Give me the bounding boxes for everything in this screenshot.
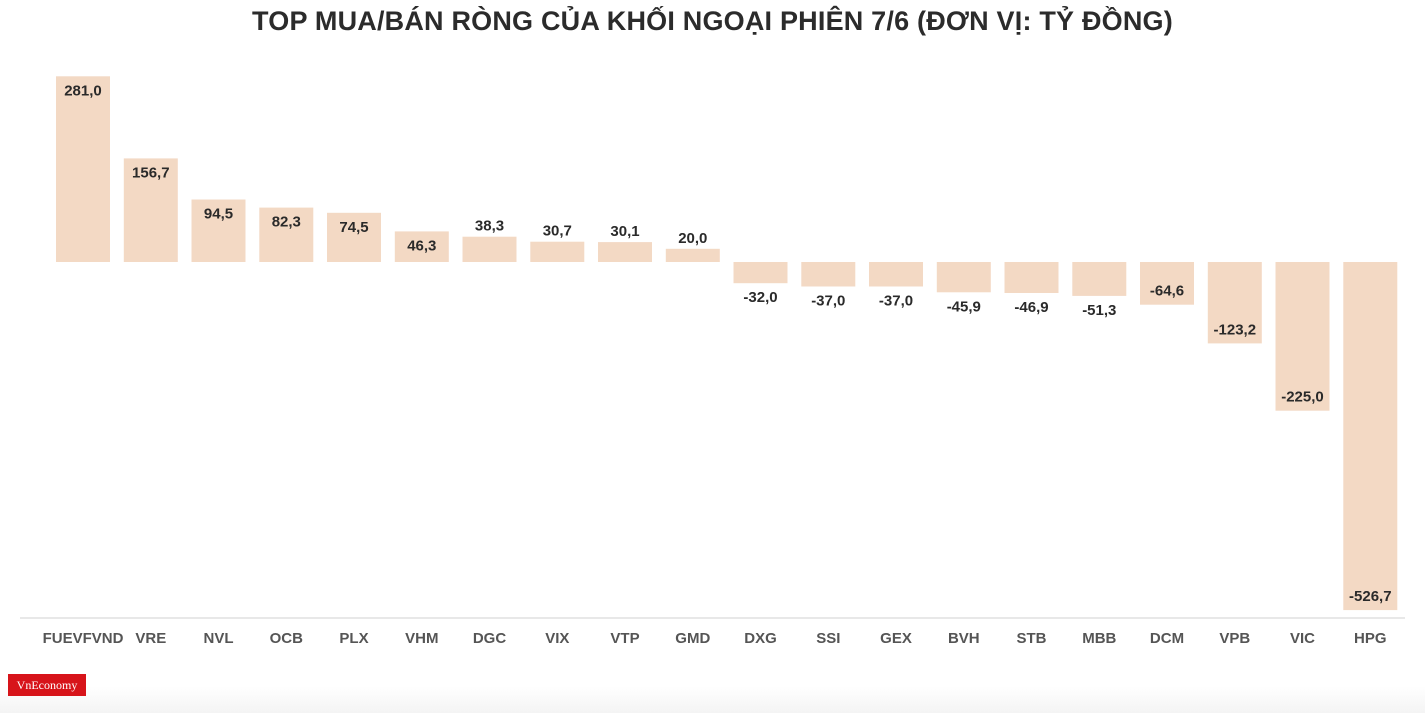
x-tick-vtp: VTP bbox=[610, 630, 639, 647]
x-tick-vpb: VPB bbox=[1219, 630, 1250, 647]
bar-stb bbox=[1004, 262, 1059, 293]
chart-title: TOP MUA/BÁN RÒNG CỦA KHỐI NGOẠI PHIÊN 7/… bbox=[252, 6, 1173, 36]
bar-dxg bbox=[733, 262, 788, 284]
value-label-gmd: 20,0 bbox=[678, 230, 707, 247]
vneconomy-logo: VnEconomy bbox=[8, 674, 86, 696]
value-label-plx: 74,5 bbox=[339, 219, 368, 236]
x-tick-stb: STB bbox=[1017, 630, 1047, 647]
value-label-dgc: 38,3 bbox=[475, 218, 504, 235]
value-label-dcm: -64,6 bbox=[1150, 283, 1184, 300]
bar-vpb bbox=[1207, 262, 1262, 344]
value-label-mbb: -51,3 bbox=[1082, 302, 1116, 319]
bar-hpg bbox=[1343, 262, 1398, 611]
x-tick-dxg: DXG bbox=[744, 630, 777, 647]
bar-vtp bbox=[598, 242, 652, 262]
footer-band bbox=[0, 686, 1425, 713]
x-tick-hpg: HPG bbox=[1354, 630, 1387, 647]
x-tick-mbb: MBB bbox=[1082, 630, 1116, 647]
bar-vic bbox=[1275, 262, 1330, 411]
value-label-vix: 30,7 bbox=[543, 223, 572, 240]
bar-ocb bbox=[259, 207, 314, 262]
bar-fuevfvnd bbox=[56, 76, 110, 262]
bar-vix bbox=[530, 241, 585, 262]
value-label-stb: -46,9 bbox=[1014, 299, 1048, 316]
bar-vhm bbox=[394, 231, 449, 262]
value-label-gex: -37,0 bbox=[879, 293, 913, 310]
value-label-vre: 156,7 bbox=[132, 164, 170, 181]
x-tick-fuevfvnd: FUEVFVND bbox=[43, 630, 124, 647]
value-label-ocb: 82,3 bbox=[272, 214, 301, 231]
x-ticks-group: FUEVFVND VRE NVL OCB PLX VHM DGC VIX VTP GMD DXG SS… bbox=[43, 630, 1387, 647]
x-tick-ocb: OCB bbox=[270, 630, 304, 647]
x-tick-gex: GEX bbox=[880, 630, 912, 647]
value-label-dxg: -32,0 bbox=[743, 289, 777, 306]
value-label-vtp: 30,1 bbox=[610, 223, 639, 240]
value-label-bvh: -45,9 bbox=[947, 298, 981, 315]
bar-ssi bbox=[801, 262, 856, 287]
value-label-ssi: -37,0 bbox=[811, 293, 845, 310]
bar-vre bbox=[123, 158, 178, 262]
value-label-vic: -225,0 bbox=[1281, 389, 1324, 406]
bar-plx bbox=[327, 212, 381, 262]
x-tick-dgc: DGC bbox=[473, 630, 507, 647]
x-tick-vic: VIC bbox=[1290, 630, 1315, 647]
bar-bvh bbox=[936, 262, 991, 293]
bar-dgc bbox=[462, 236, 517, 262]
x-tick-vhm: VHM bbox=[405, 630, 438, 647]
value-label-vpb: -123,2 bbox=[1214, 321, 1257, 338]
bar-gmd bbox=[665, 248, 720, 262]
x-tick-vix: VIX bbox=[545, 630, 569, 647]
bar-gex bbox=[869, 262, 923, 287]
x-tick-nvl: NVL bbox=[204, 630, 234, 647]
value-label-hpg: -526,7 bbox=[1349, 588, 1392, 605]
x-tick-gmd: GMD bbox=[675, 630, 710, 647]
value-label-nvl: 94,5 bbox=[204, 206, 233, 223]
value-label-vhm: 46,3 bbox=[407, 237, 436, 254]
value-label-fuevfvnd: 281,0 bbox=[64, 82, 102, 99]
x-tick-vre: VRE bbox=[135, 630, 166, 647]
bars-group: 281,0 156,7 94,5 82,3 74,5 46,3 38,3 30,7 30,1 20… bbox=[56, 76, 1398, 611]
x-tick-bvh: BVH bbox=[948, 630, 980, 647]
bar-nvl bbox=[191, 199, 246, 262]
x-tick-ssi: SSI bbox=[816, 630, 840, 647]
x-tick-plx: PLX bbox=[339, 630, 368, 647]
x-tick-dcm: DCM bbox=[1150, 630, 1184, 647]
bar-dcm bbox=[1140, 262, 1194, 305]
bar-mbb bbox=[1072, 262, 1127, 296]
